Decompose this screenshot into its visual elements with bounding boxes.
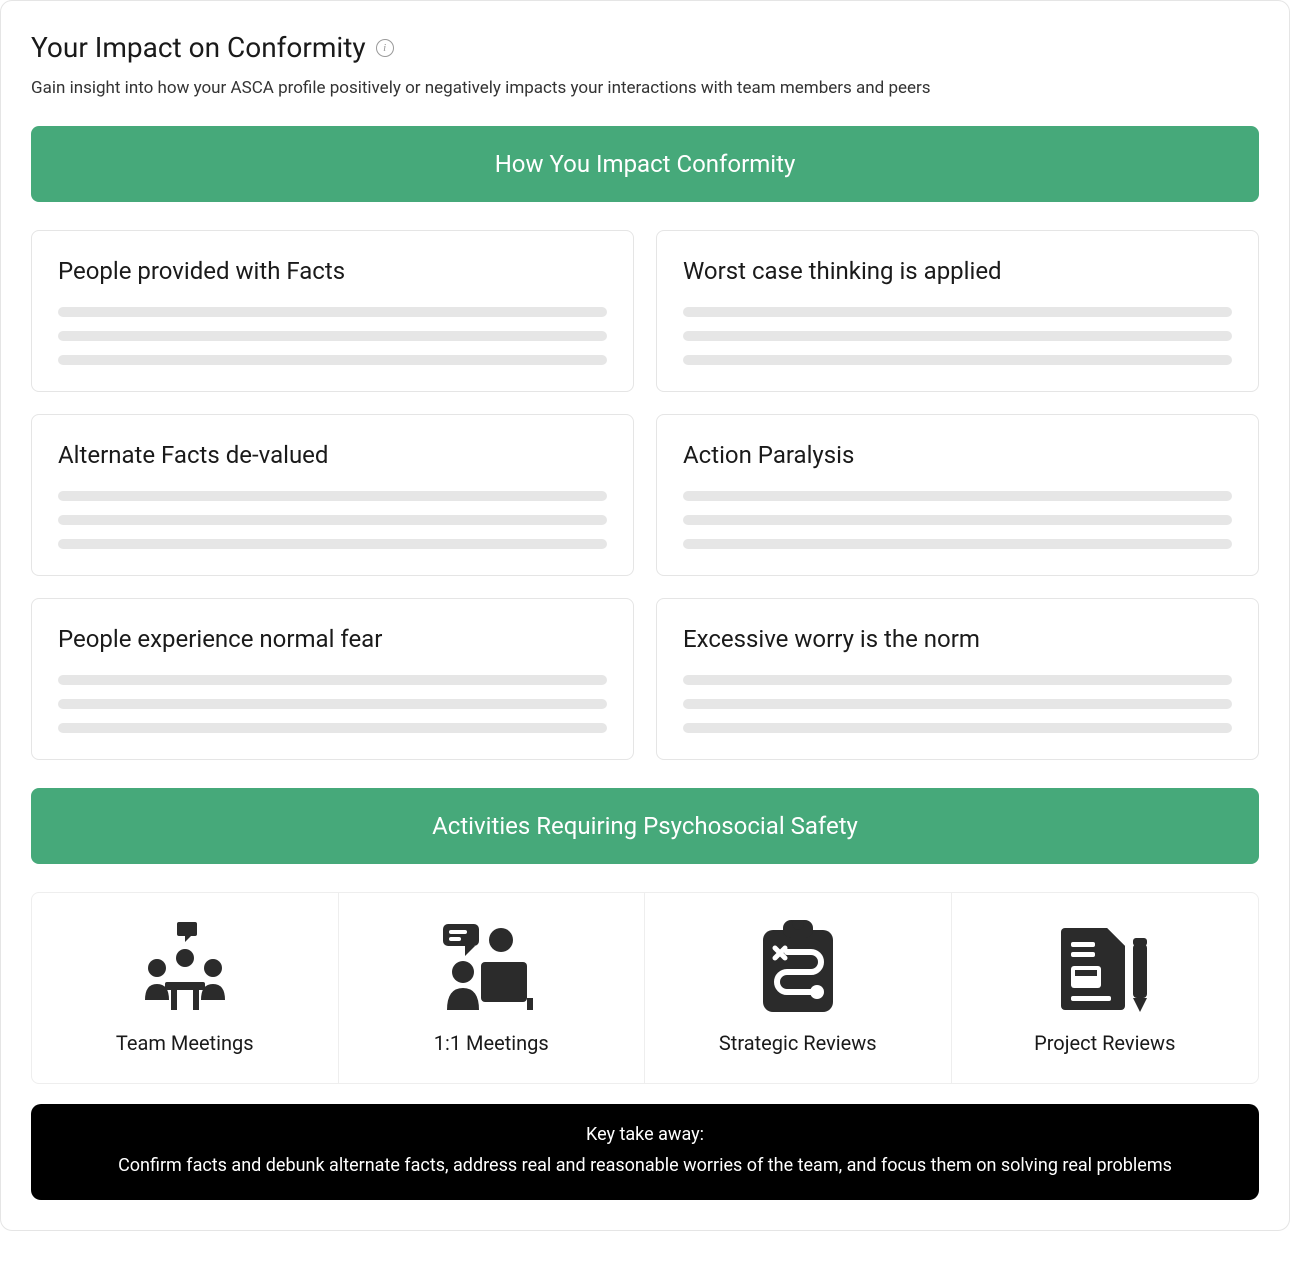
page-title-row: Your Impact on Conformity i bbox=[31, 31, 1259, 64]
project-review-icon bbox=[962, 917, 1249, 1017]
activity-cell: Team Meetings bbox=[32, 893, 339, 1083]
takeaway-title: Key take away: bbox=[61, 1124, 1229, 1145]
skeleton-line bbox=[58, 539, 607, 549]
section-banner-activities: Activities Requiring Psychosocial Safety bbox=[31, 788, 1259, 864]
page-subtitle: Gain insight into how your ASCA profile … bbox=[31, 78, 1259, 98]
activity-cell: 1:1 Meetings bbox=[339, 893, 646, 1083]
one-on-one-icon bbox=[349, 917, 635, 1017]
skeleton-line bbox=[58, 515, 607, 525]
skeleton-line bbox=[683, 515, 1232, 525]
skeleton-line bbox=[683, 699, 1232, 709]
skeleton-line bbox=[683, 675, 1232, 685]
team-meeting-icon bbox=[42, 917, 328, 1017]
activity-label: Project Reviews bbox=[962, 1031, 1249, 1055]
impact-card-title: People experience normal fear bbox=[58, 625, 607, 653]
skeleton-line bbox=[58, 675, 607, 685]
activity-label: 1:1 Meetings bbox=[349, 1031, 635, 1055]
takeaway-box: Key take away: Confirm facts and debunk … bbox=[31, 1104, 1259, 1200]
skeleton-line bbox=[58, 307, 607, 317]
skeleton-line bbox=[58, 699, 607, 709]
impact-card: Alternate Facts de-valued bbox=[31, 414, 634, 576]
impact-card-title: Excessive worry is the norm bbox=[683, 625, 1232, 653]
activity-cell: Strategic Reviews bbox=[645, 893, 952, 1083]
impact-card: People provided with Facts bbox=[31, 230, 634, 392]
impact-card: Action Paralysis bbox=[656, 414, 1259, 576]
activities-row: Team Meetings 1:1 Meetings bbox=[31, 892, 1259, 1084]
info-icon[interactable]: i bbox=[376, 39, 394, 57]
impact-panel: Your Impact on Conformity i Gain insight… bbox=[0, 0, 1290, 1231]
impact-card: Worst case thinking is applied bbox=[656, 230, 1259, 392]
skeleton-line bbox=[58, 723, 607, 733]
skeleton-line bbox=[683, 331, 1232, 341]
takeaway-body: Confirm facts and debunk alternate facts… bbox=[61, 1155, 1229, 1176]
section-banner-impact: How You Impact Conformity bbox=[31, 126, 1259, 202]
skeleton-line bbox=[683, 723, 1232, 733]
impact-card-title: Action Paralysis bbox=[683, 441, 1232, 469]
skeleton-line bbox=[683, 307, 1232, 317]
skeleton-line bbox=[683, 539, 1232, 549]
impact-cards-grid: People provided with Facts Worst case th… bbox=[31, 230, 1259, 760]
skeleton-line bbox=[58, 331, 607, 341]
skeleton-line bbox=[58, 355, 607, 365]
skeleton-line bbox=[683, 491, 1232, 501]
impact-card: Excessive worry is the norm bbox=[656, 598, 1259, 760]
activity-label: Strategic Reviews bbox=[655, 1031, 941, 1055]
page-title: Your Impact on Conformity bbox=[31, 31, 366, 64]
activity-label: Team Meetings bbox=[42, 1031, 328, 1055]
skeleton-line bbox=[683, 355, 1232, 365]
impact-card-title: Worst case thinking is applied bbox=[683, 257, 1232, 285]
impact-card-title: Alternate Facts de-valued bbox=[58, 441, 607, 469]
impact-card: People experience normal fear bbox=[31, 598, 634, 760]
skeleton-line bbox=[58, 491, 607, 501]
strategic-review-icon bbox=[655, 917, 941, 1017]
impact-card-title: People provided with Facts bbox=[58, 257, 607, 285]
activity-cell: Project Reviews bbox=[952, 893, 1259, 1083]
